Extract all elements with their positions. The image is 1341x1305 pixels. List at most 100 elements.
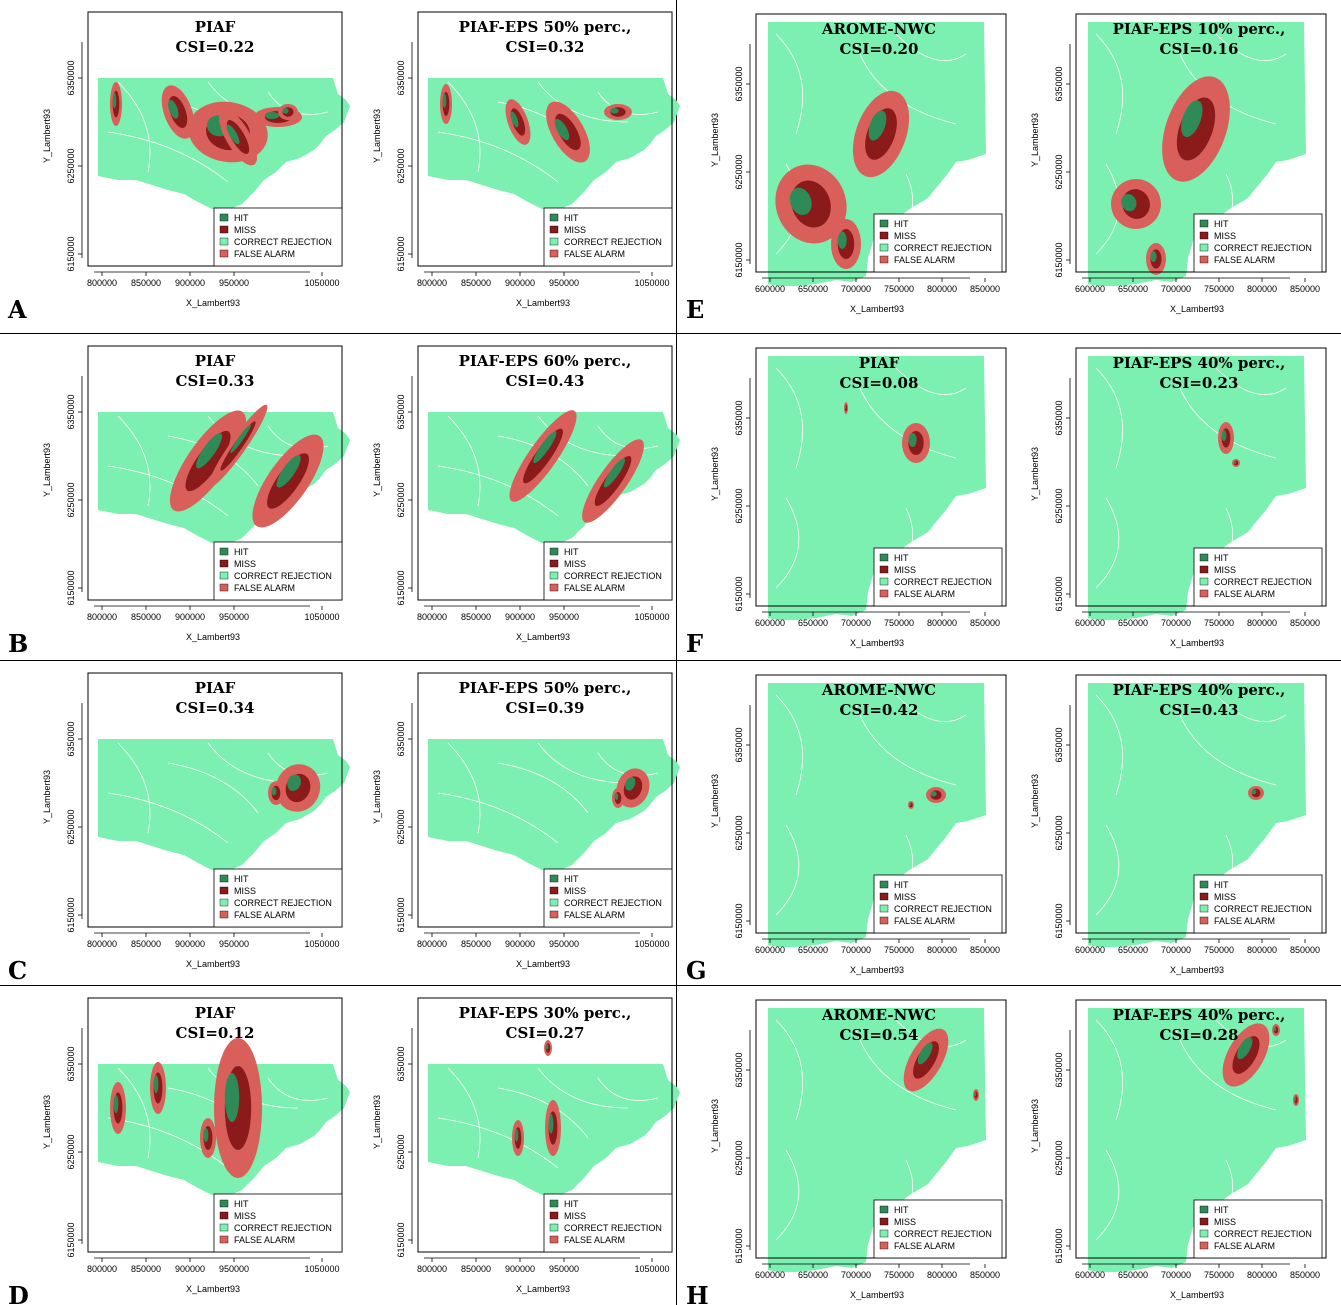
legend-label: HIT [894, 880, 909, 890]
panel-title: PIAF [195, 679, 236, 697]
map-panel-f-1: PIAF CSI=0.08 HIT MISS CORRECT REJECTION FALS… [710, 347, 1007, 648]
x-axis-label: X_Lambert93 [516, 1284, 570, 1294]
legend-swatch [219, 898, 229, 907]
legend-swatch [549, 249, 559, 258]
x-tick-label: 750000 [1204, 945, 1234, 955]
legend-swatch [1199, 904, 1209, 913]
hit-area [554, 119, 570, 141]
legend-swatch [879, 1229, 889, 1238]
x-tick-label: 800000 [927, 945, 957, 955]
legend-swatch [219, 237, 229, 246]
x-axis-label: X_Lambert93 [186, 298, 240, 308]
hit-area [113, 1095, 119, 1114]
y-axis-label: Y_Lambert93 [710, 447, 720, 501]
x-tick-label: 600000 [1075, 1270, 1105, 1280]
hit-area [264, 112, 280, 119]
river-line [895, 367, 967, 395]
map-panel-a-1: PIAF CSI=0.22 HIT MISS CORRECT REJECTION FALS… [42, 11, 350, 308]
axes: 800000 850000 900000 950000 1050000 X_Lambert… [42, 1028, 340, 1294]
y-tick-label: 6250000 [396, 1134, 406, 1169]
x-tick-label: 800000 [87, 612, 117, 622]
panel-title: AROME-NWC [821, 681, 936, 699]
y-tick-label: 6150000 [66, 236, 76, 271]
y-axis-label: Y_Lambert93 [42, 443, 52, 497]
river-line [537, 81, 629, 123]
y-tick-label: 6350000 [396, 60, 406, 95]
legend-label: MISS [234, 886, 256, 896]
row-label-f: F [686, 629, 703, 658]
y-tick-label: 6250000 [1054, 154, 1064, 189]
x-tick-label: 900000 [175, 939, 205, 949]
legend-label: FALSE ALARM [894, 1241, 955, 1251]
legend-swatch [219, 910, 229, 919]
legend-swatch [1199, 1205, 1209, 1214]
x-tick-label: 950000 [549, 278, 579, 288]
panel-title: AROME-NWC [821, 1006, 936, 1024]
river-line [437, 792, 559, 844]
x-tick-label: 750000 [1204, 284, 1234, 294]
x-axis-label: X_Lambert93 [1170, 965, 1224, 975]
hit-area [1294, 1097, 1297, 1102]
x-axis-label: X_Lambert93 [850, 638, 904, 648]
legend-swatch [549, 898, 559, 907]
x-tick-label: 850000 [1290, 945, 1320, 955]
legend-swatch [1199, 255, 1209, 264]
y-axis-label: Y_Lambert93 [1030, 1099, 1040, 1153]
x-tick-label: 650000 [798, 284, 828, 294]
x-axis-label: X_Lambert93 [186, 1284, 240, 1294]
x-tick-label: 850000 [461, 939, 491, 949]
y-tick-label: 6250000 [734, 154, 744, 189]
panel-csi: CSI=0.34 [176, 699, 255, 717]
legend-box [543, 207, 673, 267]
y-axis-label: Y_Lambert93 [42, 109, 52, 163]
y-tick-label: 6150000 [1054, 1228, 1064, 1263]
river-line [267, 1077, 329, 1101]
x-tick-label: 800000 [417, 939, 447, 949]
x-axis-label: X_Lambert93 [1170, 638, 1224, 648]
legend-box [543, 541, 673, 601]
legend-swatch [549, 571, 559, 580]
x-tick-label: 800000 [87, 278, 117, 288]
legend-label: CORRECT REJECTION [1214, 904, 1312, 914]
legend-label: FALSE ALARM [1214, 916, 1275, 926]
x-axis-label: X_Lambert93 [850, 1290, 904, 1300]
y-tick-label: 6250000 [66, 148, 76, 183]
x-tick-label: 850000 [970, 284, 1000, 294]
hit-area [1273, 1027, 1277, 1032]
legend-label: MISS [1214, 565, 1236, 575]
legend-label: HIT [894, 219, 909, 229]
x-tick-label: 850000 [131, 278, 161, 288]
river-line [107, 131, 229, 183]
river-line [597, 752, 659, 776]
x-tick-label: 650000 [1118, 618, 1148, 628]
hit-area [168, 99, 179, 119]
land-correct-rejection [428, 412, 680, 544]
hit-area [908, 433, 917, 447]
river-line [437, 465, 559, 517]
map-panel-b-2: PIAF-EPS 60% perc., CSI=0.43 HIT MISS CORREC… [372, 345, 680, 642]
hit-area [203, 1128, 209, 1142]
x-tick-label: 800000 [1247, 945, 1277, 955]
legend-label: HIT [564, 874, 579, 884]
panel-csi: CSI=0.08 [840, 374, 919, 392]
legend-label: FALSE ALARM [894, 255, 955, 265]
land-correct-rejection [1088, 356, 1306, 620]
legend-label: FALSE ALARM [234, 910, 295, 920]
x-tick-label: 950000 [549, 612, 579, 622]
map-panel-e-2: PIAF-EPS 10% perc., CSI=0.16 HIT MISS CORREC… [1030, 13, 1327, 314]
legend-swatch [879, 1241, 889, 1250]
river-line [775, 497, 800, 589]
x-tick-label: 600000 [755, 284, 785, 294]
legend-label: MISS [564, 225, 586, 235]
legend-label: MISS [894, 1217, 916, 1227]
hit-area [282, 108, 289, 114]
x-tick-label: 1050000 [304, 939, 339, 949]
x-tick-label: 750000 [1204, 1270, 1234, 1280]
hit-area [510, 111, 519, 128]
river-line [1175, 704, 1277, 786]
x-tick-label: 900000 [505, 939, 535, 949]
map-area [1088, 22, 1306, 286]
hit-area [287, 774, 301, 791]
x-tick-label: 800000 [1247, 284, 1277, 294]
legend-box [213, 868, 343, 928]
